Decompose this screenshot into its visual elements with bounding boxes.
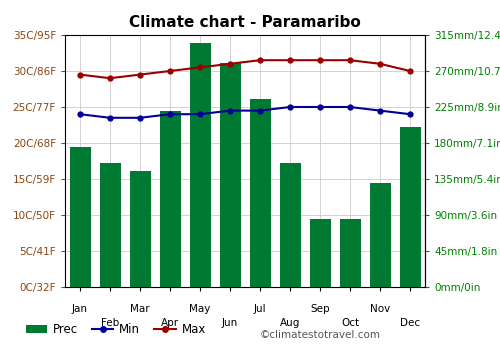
Bar <box>280 163 300 287</box>
Text: Jan: Jan <box>72 304 88 314</box>
Text: Oct: Oct <box>341 317 359 328</box>
Text: Jun: Jun <box>222 317 238 328</box>
Bar <box>130 171 150 287</box>
Text: ©climatestotravel.com: ©climatestotravel.com <box>260 329 381 340</box>
Text: Mar: Mar <box>130 304 150 314</box>
Bar <box>220 63 240 287</box>
Bar <box>100 163 120 287</box>
Text: Aug: Aug <box>280 317 300 328</box>
Text: Jul: Jul <box>254 304 266 314</box>
Text: Apr: Apr <box>161 317 179 328</box>
Bar <box>160 111 180 287</box>
Legend: Prec, Min, Max: Prec, Min, Max <box>21 318 210 341</box>
Bar <box>370 183 390 287</box>
Text: Dec: Dec <box>400 317 420 328</box>
Text: May: May <box>190 304 210 314</box>
Text: Nov: Nov <box>370 304 390 314</box>
Bar <box>190 43 210 287</box>
Bar <box>310 219 330 287</box>
Bar <box>400 127 420 287</box>
Text: Feb: Feb <box>101 317 119 328</box>
Bar <box>340 219 360 287</box>
Bar <box>70 147 90 287</box>
Bar <box>250 99 270 287</box>
Title: Climate chart - Paramaribo: Climate chart - Paramaribo <box>129 15 361 30</box>
Text: Sep: Sep <box>310 304 330 314</box>
